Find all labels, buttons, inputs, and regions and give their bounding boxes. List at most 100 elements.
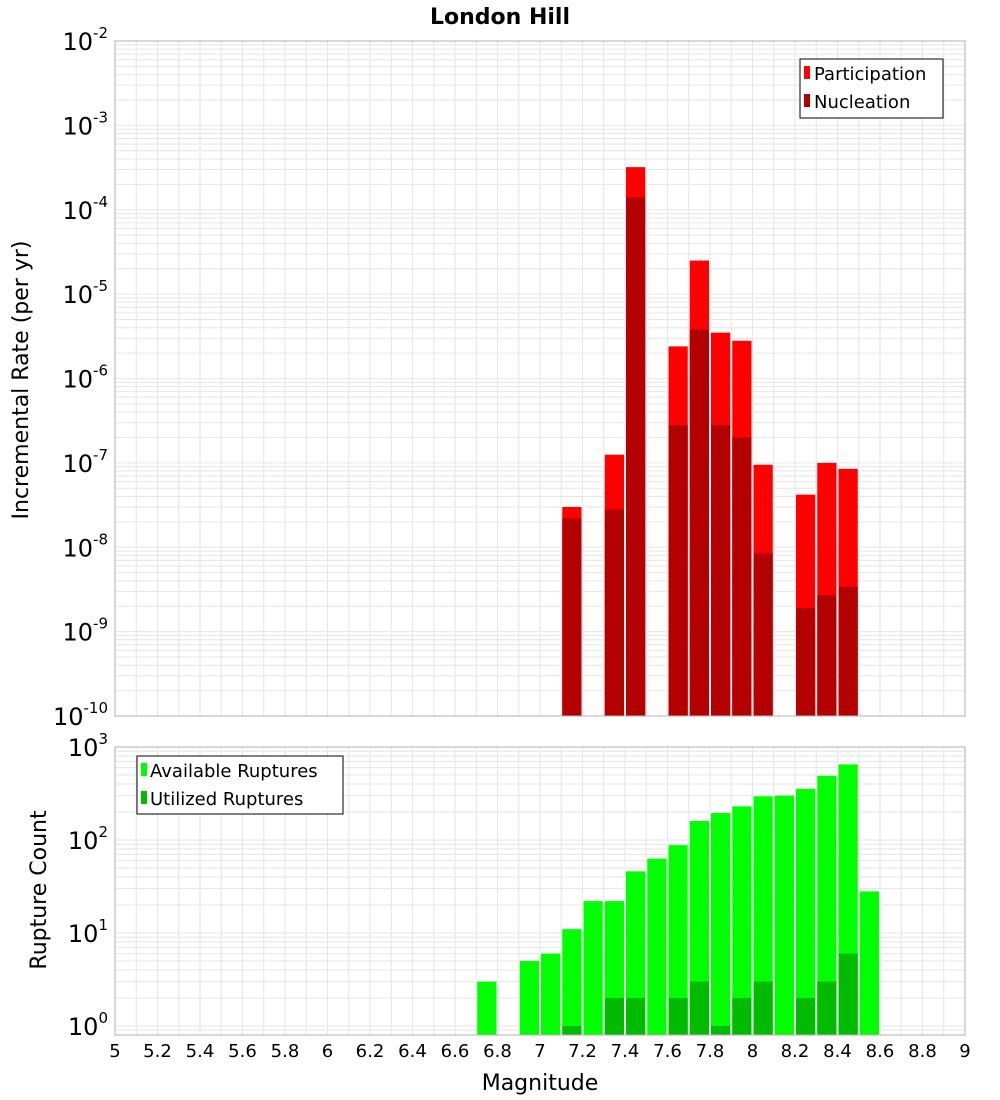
legend-swatch-available xyxy=(141,763,147,776)
legend-swatch-utilized xyxy=(141,791,147,804)
count-bar xyxy=(689,821,709,1035)
legend-label-participation: Participation xyxy=(814,64,926,85)
rate-plot-frame xyxy=(114,40,966,717)
x-tick-label: 5.2 xyxy=(143,1041,172,1062)
rate-bar xyxy=(562,518,582,716)
count-bar xyxy=(796,997,816,1035)
count-bar xyxy=(753,796,773,1035)
count-bar xyxy=(796,788,816,1035)
x-tick-label: 7.2 xyxy=(568,1041,597,1062)
y-tick-label: 10-9 xyxy=(62,615,108,647)
count-bar xyxy=(711,813,731,1035)
rate-series-1 xyxy=(562,197,858,717)
rate-legend-box xyxy=(799,58,944,119)
chart-title: London Hill xyxy=(430,5,570,30)
rate-y-ticks: 10-10 10-9 10-8 10-7 10-6 10-5 10-4 10-3 10-2 xyxy=(53,24,108,731)
y-tick-label: 102 xyxy=(68,823,108,855)
count-bar xyxy=(774,795,794,1035)
count-bar xyxy=(562,929,582,1035)
rate-bar xyxy=(689,329,709,716)
x-tick-label: 8.2 xyxy=(781,1041,810,1062)
legend-swatch-participation xyxy=(804,66,810,79)
count-bar xyxy=(647,858,667,1035)
rate-bar xyxy=(668,425,688,716)
count-bar xyxy=(689,981,709,1035)
y-tick-label: 100 xyxy=(68,1009,108,1041)
y-tick-label: 10-4 xyxy=(62,193,108,225)
rate-bar xyxy=(732,437,752,716)
count-bar xyxy=(583,901,603,1035)
y-tick-label: 10-7 xyxy=(62,446,108,478)
x-tick-label: 6.6 xyxy=(441,1041,470,1062)
x-tick-label: 7.4 xyxy=(611,1041,640,1062)
x-tick-label: 8.4 xyxy=(823,1041,852,1062)
x-tick-label: 8 xyxy=(747,1041,758,1062)
count-plot-frame xyxy=(114,746,966,1036)
count-bar xyxy=(541,953,561,1035)
x-tick-label: 7.8 xyxy=(696,1041,725,1062)
y-tick-label: 103 xyxy=(68,730,108,762)
count-bar xyxy=(668,845,688,1035)
count-bar xyxy=(711,1025,731,1035)
x-tick-label: 5 xyxy=(109,1041,120,1062)
rate-bar xyxy=(838,586,858,716)
legend-label-nucleation: Nucleation xyxy=(814,92,910,113)
rate-bar xyxy=(817,595,837,716)
y-tick-label: 10-6 xyxy=(62,362,108,394)
x-tick-label: 5.6 xyxy=(228,1041,257,1062)
count-bar xyxy=(838,953,858,1035)
legend-label-utilized: Utilized Ruptures xyxy=(150,789,303,810)
rate-bar xyxy=(796,608,816,716)
rate-panel: 10-10 10-9 10-8 10-7 10-6 10-5 10-4 10-3 10-2 xyxy=(53,24,966,731)
x-tick-label: 7 xyxy=(534,1041,545,1062)
count-bar xyxy=(519,960,539,1035)
count-bar xyxy=(859,891,879,1035)
x-tick-label: 8.8 xyxy=(908,1041,937,1062)
count-legend-box xyxy=(136,755,344,815)
count-bar xyxy=(604,997,624,1035)
count-y-axis-label: Rupture Count xyxy=(27,810,52,970)
rate-bar xyxy=(711,425,731,716)
count-series-1 xyxy=(562,953,858,1035)
y-tick-label: 101 xyxy=(68,916,108,948)
rate-y-axis-label: Incremental Rate (per yr) xyxy=(9,241,34,520)
x-tick-label: 6.8 xyxy=(483,1041,512,1062)
x-tick-label: 6 xyxy=(322,1041,333,1062)
legend-label-available: Available Ruptures xyxy=(150,761,318,782)
count-panel: 100 101 102 103 5 5.2 5.4 5.6 5.8 6 6.2 6.4 6.6 6.8 7 7… xyxy=(68,730,971,1062)
count-series-0 xyxy=(477,764,879,1035)
rate-bar xyxy=(604,509,624,716)
y-tick-label: 10-5 xyxy=(62,277,108,309)
rate-legend: Participation Nucleation xyxy=(799,58,944,119)
count-bar xyxy=(732,997,752,1035)
x-tick-label: 8.6 xyxy=(866,1041,895,1062)
y-tick-label: 10-3 xyxy=(62,108,108,140)
count-bar xyxy=(732,806,752,1035)
count-bar xyxy=(477,981,497,1035)
count-bar xyxy=(753,981,773,1035)
x-tick-label: 7.6 xyxy=(653,1041,682,1062)
y-tick-label: 10-2 xyxy=(62,24,108,56)
x-tick-label: 6.4 xyxy=(398,1041,427,1062)
count-bar xyxy=(817,775,837,1035)
count-y-ticks: 100 101 102 103 xyxy=(68,730,108,1041)
x-tick-label: 5.8 xyxy=(271,1041,300,1062)
count-bar xyxy=(562,1025,582,1035)
count-bar xyxy=(817,981,837,1035)
x-tick-label: 5.4 xyxy=(186,1041,215,1062)
count-bar xyxy=(626,997,646,1035)
rate-grid xyxy=(114,40,966,717)
x-tick-label: 6.2 xyxy=(356,1041,385,1062)
rate-bar xyxy=(753,553,773,716)
count-legend: Available Ruptures Utilized Ruptures xyxy=(136,755,344,815)
x-ticks: 5 5.2 5.4 5.6 5.8 6 6.2 6.4 6.6 6.8 7 7.2 7.4 7.6 7.8 8… xyxy=(109,1041,970,1062)
y-tick-label: 10-10 xyxy=(53,699,108,731)
count-bar xyxy=(626,871,646,1035)
x-tick-label: 9 xyxy=(959,1041,970,1062)
y-tick-label: 10-8 xyxy=(62,530,108,562)
legend-swatch-nucleation xyxy=(804,94,810,107)
rate-bar xyxy=(626,197,646,717)
x-axis-label: Magnitude xyxy=(482,1071,599,1096)
count-bar xyxy=(668,997,688,1035)
